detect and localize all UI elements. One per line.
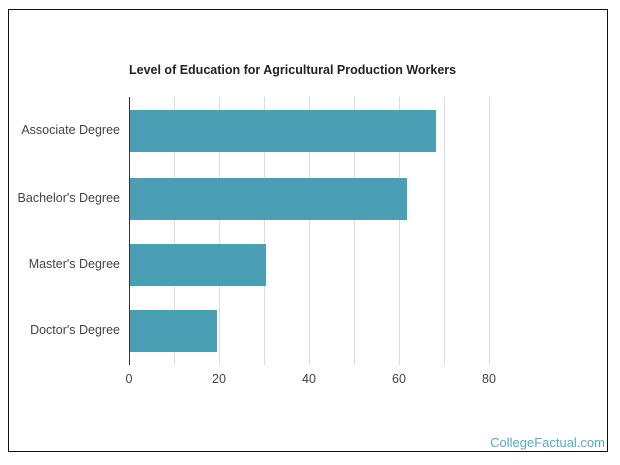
chart-frame <box>8 9 608 452</box>
x-tick-label: 60 <box>392 372 406 386</box>
bar[interactable] <box>129 110 437 152</box>
bar[interactable] <box>129 310 218 352</box>
category-label: Doctor's Degree <box>30 323 120 337</box>
plot-area <box>129 97 490 365</box>
x-tick-label: 20 <box>212 372 226 386</box>
gridline <box>309 97 310 365</box>
gridline <box>174 97 175 365</box>
gridline <box>444 97 445 365</box>
category-label: Master's Degree <box>28 257 120 271</box>
bar[interactable] <box>129 244 266 286</box>
x-tick-label: 40 <box>302 372 316 386</box>
gridline <box>489 97 490 365</box>
y-axis-line <box>129 97 130 365</box>
bar[interactable] <box>129 178 408 220</box>
collegefactual-link[interactable]: CollegeFactual.com <box>490 435 605 450</box>
gridline <box>399 97 400 365</box>
x-tick-label: 0 <box>125 372 133 386</box>
gridline <box>264 97 265 365</box>
category-label: Bachelor's Degree <box>17 191 120 205</box>
x-tick-label: 80 <box>482 372 496 386</box>
chart-title: Level of Education for Agricultural Prod… <box>129 63 457 77</box>
category-label: Associate Degree <box>21 123 120 137</box>
gridline <box>219 97 220 365</box>
gridline <box>354 97 355 365</box>
